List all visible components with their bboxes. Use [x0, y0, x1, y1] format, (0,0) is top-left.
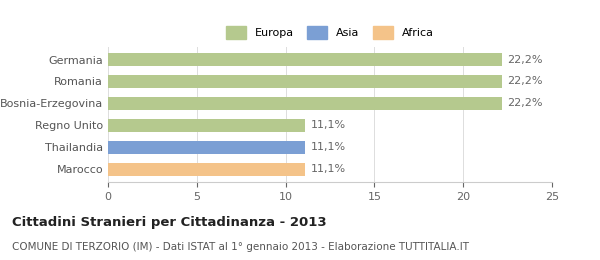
Bar	[108, 163, 305, 176]
Bar	[108, 119, 305, 132]
Legend: Europa, Asia, Africa: Europa, Asia, Africa	[223, 23, 437, 42]
Text: COMUNE DI TERZORIO (IM) - Dati ISTAT al 1° gennaio 2013 - Elaborazione TUTTITALI: COMUNE DI TERZORIO (IM) - Dati ISTAT al …	[12, 242, 469, 252]
Text: 22,2%: 22,2%	[508, 55, 543, 64]
Bar	[108, 53, 502, 66]
Bar	[108, 141, 305, 154]
Bar	[108, 75, 502, 88]
Bar	[108, 97, 502, 110]
Text: 22,2%: 22,2%	[508, 99, 543, 108]
Text: Cittadini Stranieri per Cittadinanza - 2013: Cittadini Stranieri per Cittadinanza - 2…	[12, 216, 326, 229]
Text: 11,1%: 11,1%	[310, 142, 346, 152]
Text: 11,1%: 11,1%	[310, 120, 346, 130]
Text: 22,2%: 22,2%	[508, 76, 543, 87]
Text: 11,1%: 11,1%	[310, 164, 346, 174]
